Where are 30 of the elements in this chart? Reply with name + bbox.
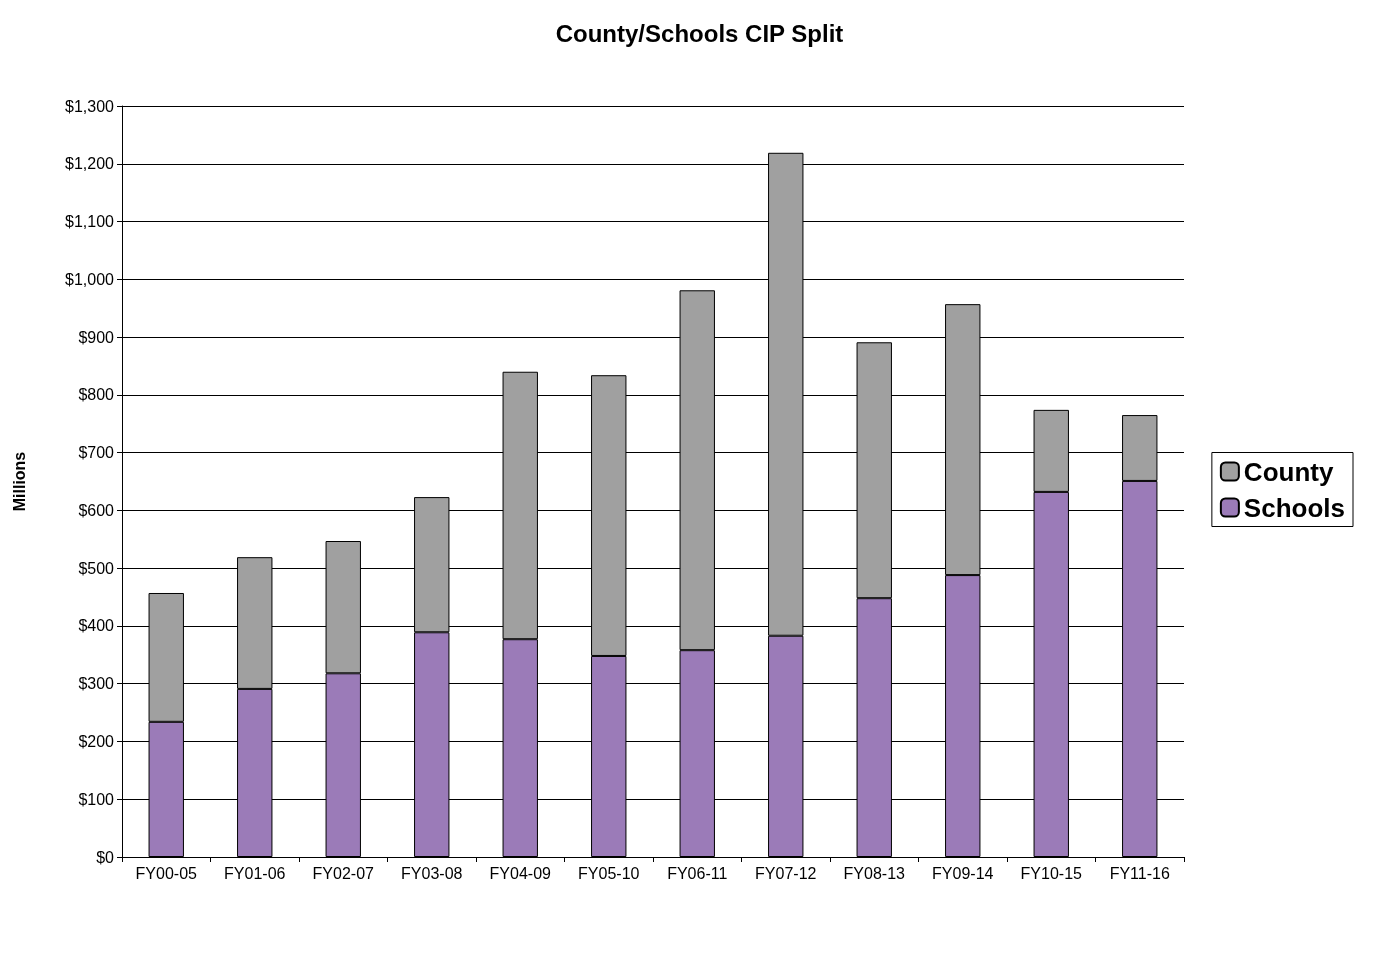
y-tick-label: $400 [78,617,115,635]
x-tick-label: FY03-08 [401,864,463,882]
x-tick-label: FY09-14 [932,864,994,882]
y-tick-label: $200 [78,732,115,750]
x-tick-label: FY02-07 [312,864,375,882]
x-tick-label: FY06-11 [667,864,728,882]
y-axis-title: Millions [10,451,28,512]
x-tick-label: FY11-16 [1109,864,1170,882]
x-tick-label: FY04-09 [489,864,552,882]
y-tick-label: $300 [78,675,115,693]
y-tick-label: $900 [78,328,115,346]
y-tick-label: $800 [78,386,115,404]
x-tick-label: FY00-05 [135,864,198,882]
x-tick-label: FY10-15 [1020,864,1083,882]
x-tick-label: FY08-13 [843,864,906,882]
y-tick-label: $500 [78,559,115,577]
x-tick-label: FY07-12 [755,864,817,882]
y-tick-label: $1,100 [65,213,115,231]
y-tick-label: $700 [78,444,115,462]
y-tick-label: $100 [78,790,115,808]
x-tick-label: FY05-10 [578,864,640,882]
y-tick-label: $1,000 [65,270,115,288]
chart-title: County/Schools CIP Split [555,19,844,47]
y-tick-label: $1,300 [65,97,115,115]
y-tick-label: $600 [78,501,115,519]
legend-label: Schools [1243,492,1346,523]
legend-label: County [1243,456,1334,487]
y-tick-label: $1,200 [65,155,115,173]
x-tick-label: FY01-06 [224,864,286,882]
y-tick-label: $0 [96,848,115,866]
